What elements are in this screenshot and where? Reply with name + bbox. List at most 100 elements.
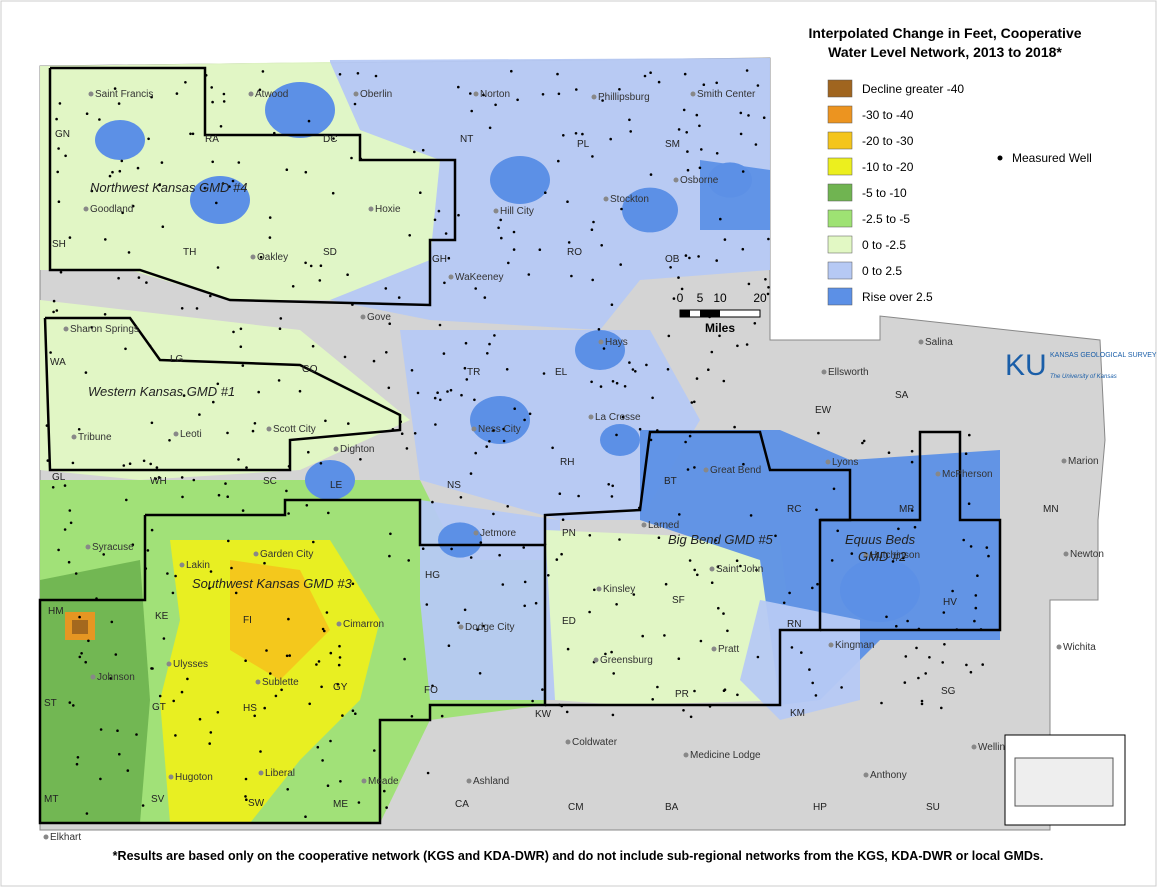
well-dot [421,547,425,550]
well-dot [656,685,659,689]
well-dot [747,114,750,117]
well-dot [464,341,468,345]
well-dot [244,777,248,781]
well-dot [192,478,196,482]
well-dot [257,390,261,394]
well-dot [90,326,94,329]
city-dot [473,91,479,97]
well-dot [359,157,363,161]
well-dot [180,476,184,479]
well-dot [494,103,497,107]
well-dot [385,351,388,354]
well-dot [741,170,745,173]
well-dot [46,459,50,462]
well-dot [560,704,563,708]
county-label: RC [787,504,801,515]
well-dot [279,317,283,320]
well-dot [815,508,818,512]
well-dot [723,688,727,691]
well-dot [127,251,131,254]
well-dot [697,255,700,258]
well-dot [619,263,622,266]
well-dot [457,213,460,217]
well-dot [610,650,613,654]
county-label: RH [560,457,574,468]
county-label: GN [55,129,70,140]
well-dot [557,159,560,163]
well-dot [522,546,525,549]
well-dot [145,281,148,284]
county-label: NT [460,134,473,145]
well-dot [689,715,693,719]
city-dot [863,552,869,558]
well-dot [359,458,362,461]
well-dot [782,601,786,605]
well-dot [920,699,924,703]
city-dot [83,206,89,212]
well-dot [155,466,159,469]
well-dot [373,749,376,752]
scale-seg [700,310,720,317]
well-dot [59,270,63,274]
labels: Saint Francis Atwood Oberlin Norton Phillips… [43,89,1104,843]
well-dot [698,124,701,128]
well-dot [693,400,696,404]
city-dot [593,657,599,663]
wells [45,69,990,818]
well-dot [482,93,485,97]
well-dot [941,661,944,664]
legend-swatch [827,157,853,176]
well-dot [118,169,122,173]
well-dot [372,359,376,363]
well-dot [419,191,422,194]
well-dot [309,264,313,268]
well-dot [566,647,570,651]
well-dot [493,334,496,337]
well-dot [350,156,353,160]
scale-tick: 0 [677,291,684,305]
well-dot [68,236,72,239]
well-dot [716,565,720,568]
city-label: Marion [1068,456,1099,467]
city-dot [935,471,941,477]
well-dot [651,396,654,400]
well-dot [203,186,207,190]
well-dot [109,677,112,680]
well-dot [273,131,276,135]
well-dot [251,429,255,433]
well-dot [599,385,603,388]
well-dot [148,344,152,348]
well-dot [967,502,971,506]
well-dot [408,234,412,237]
county-label: RN [787,619,801,630]
well-dot [181,495,184,499]
well-dot [68,509,72,512]
well-dot [708,705,712,708]
city-label: Stockton [610,194,649,205]
county-label: SD [323,247,337,258]
well-dot [474,287,478,290]
well-dot [817,431,820,435]
well-dot [385,806,388,809]
city-dot [603,196,609,202]
well-dot [601,99,604,102]
legend-swatch [827,209,853,228]
well-dot [444,232,448,235]
well-dot [288,654,292,657]
well-dot [683,72,687,76]
city-dot [361,778,367,784]
city-dot [493,208,499,214]
well-dot [64,154,67,158]
well-dot [55,117,58,121]
city-label: Saint John [716,564,763,575]
well-dot [499,218,503,222]
well-dot [384,287,388,290]
city-label: Jetmore [480,528,517,539]
city-dot [591,94,597,100]
city-label: McPherson [942,469,993,480]
well-dot [981,663,984,666]
well-dot [338,644,341,648]
well-dot [850,552,854,555]
well-dot [830,559,834,562]
county-label: SW [248,798,265,809]
